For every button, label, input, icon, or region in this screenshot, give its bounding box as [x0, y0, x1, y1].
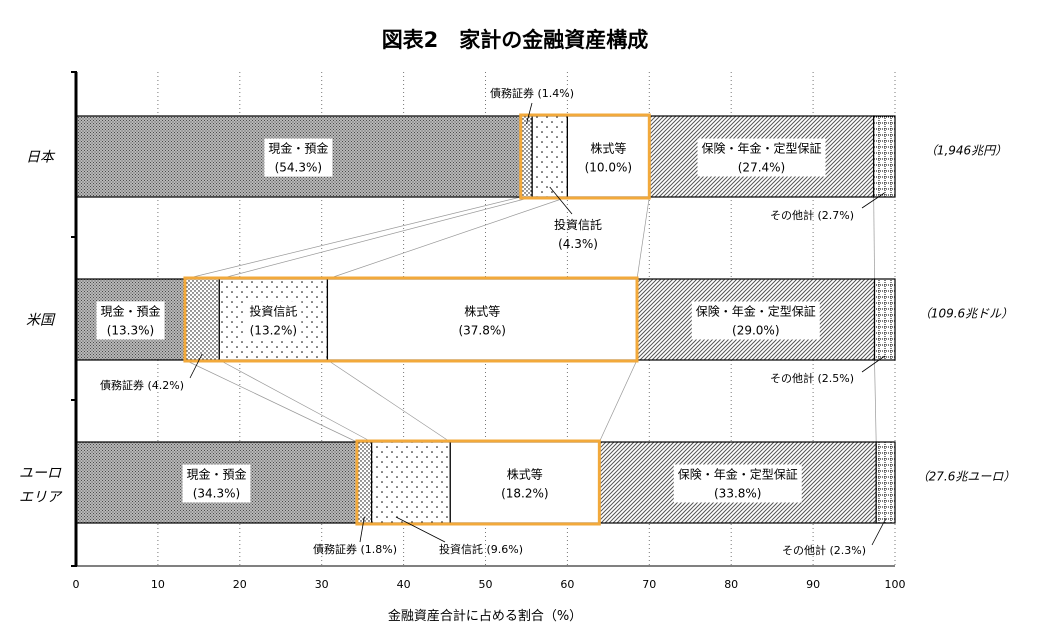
category-label: ユーロ — [19, 466, 62, 482]
data-label: 保険・年金・定型保証 — [678, 467, 798, 482]
label-background — [96, 301, 165, 340]
connector-line — [219, 196, 533, 280]
data-label: その他計 (2.3%) — [782, 543, 866, 557]
category-label: 米国 — [26, 313, 56, 329]
bar-segment — [873, 278, 896, 361]
data-label: 保険・年金・定型保証 — [696, 304, 816, 319]
bar-segment — [566, 115, 650, 198]
connector-line — [219, 359, 372, 443]
bar-segment — [875, 441, 896, 524]
connector-lines — [184, 196, 877, 443]
x-tick-label: 60 — [560, 578, 574, 591]
label-background — [691, 301, 820, 340]
data-label: (27.4%) — [738, 161, 785, 175]
data-label: 債務証券 (1.8%) — [313, 542, 397, 556]
leader-line — [526, 102, 533, 125]
leader-line — [189, 353, 203, 379]
x-tick-label: 70 — [642, 578, 656, 591]
x-axis-label: 金融資産合計に占める割合（%） — [388, 608, 582, 624]
total-label: （109.6兆ドル） — [919, 307, 1013, 321]
data-label: 現金・預金 — [268, 141, 328, 156]
x-tick-label: 100 — [885, 578, 906, 591]
segment-labels: 現金・預金 (54.3%) 株式等 (10.0%) 保険・年金・定型保証 (27.4%) 現… — [96, 86, 886, 557]
bar-segment — [326, 278, 638, 361]
label-background — [697, 138, 826, 177]
bar-segment — [184, 278, 220, 361]
bar-segment — [873, 115, 896, 198]
data-label: 債務証券 (4.2%) — [100, 378, 184, 392]
leader-line — [871, 518, 886, 546]
connector-line — [873, 196, 875, 280]
bar-segment — [531, 115, 568, 198]
leader-line — [861, 355, 885, 373]
chart-title: 図表2 家計の金融資産構成 — [382, 28, 649, 52]
x-axis-ticks: 0 10 20 30 40 50 60 70 80 90 100 — [73, 578, 906, 591]
data-label: (13.2%) — [250, 324, 297, 338]
data-label: 投資信託 — [554, 217, 602, 232]
bar-segment — [520, 115, 533, 198]
leader-line — [861, 192, 885, 209]
connector-line — [636, 196, 650, 280]
x-tick-label: 0 — [73, 578, 80, 591]
connector-line — [184, 359, 358, 443]
label-background — [182, 464, 251, 503]
bars — [75, 115, 896, 524]
highlight-box — [519, 113, 651, 200]
x-tick-label: 80 — [724, 578, 738, 591]
data-label: (29.0%) — [732, 324, 779, 338]
x-tick-label: 40 — [397, 578, 411, 591]
x-tick-label: 10 — [151, 578, 165, 591]
data-label: 現金・預金 — [100, 304, 160, 319]
x-tick-label: 90 — [806, 578, 820, 591]
bar-segment — [371, 441, 451, 524]
data-label: 保険・年金・定型保証 — [701, 141, 821, 156]
connector-line — [184, 196, 521, 280]
leader-line — [359, 516, 365, 543]
data-label: (10.0%) — [585, 161, 632, 175]
highlight-boxes — [183, 113, 651, 526]
connector-line — [327, 196, 568, 280]
data-label: 投資信託 (9.6%) — [439, 542, 523, 556]
data-label: 株式等 — [507, 467, 543, 482]
total-label: （1,946兆円） — [925, 144, 1007, 158]
label-background — [264, 138, 333, 177]
x-tick-label: 30 — [315, 578, 329, 591]
highlight-box — [355, 439, 601, 526]
data-label: (18.2%) — [501, 487, 548, 501]
data-label: その他計 (2.7%) — [770, 208, 854, 222]
data-label: (54.3%) — [275, 161, 322, 175]
data-label: 投資信託 — [249, 304, 297, 319]
data-label: (34.3%) — [193, 487, 240, 501]
data-label: (4.3%) — [558, 237, 598, 251]
data-label: 株式等 — [590, 141, 626, 156]
bar-group — [75, 278, 896, 361]
data-label: その他計 (2.5%) — [770, 371, 854, 385]
data-label: (13.3%) — [107, 324, 154, 338]
bar-segment — [449, 441, 600, 524]
category-label: エリア — [19, 490, 63, 506]
bar-segment — [356, 441, 373, 524]
data-label: (33.8%) — [714, 487, 761, 501]
label-background — [245, 301, 302, 340]
leader-line — [395, 516, 446, 543]
category-label: 日本 — [26, 150, 56, 166]
axes — [71, 71, 895, 567]
total-label: （27.6兆ユーロ） — [917, 470, 1016, 484]
connector-line — [599, 359, 638, 443]
connector-line — [327, 359, 451, 443]
data-label: 株式等 — [464, 304, 500, 319]
x-tick-label: 20 — [233, 578, 247, 591]
total-labels: （1,946兆円） （109.6兆ドル） （27.6兆ユーロ） — [917, 144, 1016, 484]
highlight-box — [183, 276, 639, 363]
data-label: (37.8%) — [458, 324, 505, 338]
leader-line — [549, 186, 573, 215]
bar-segment — [598, 441, 877, 524]
data-label: 債務証券 (1.4%) — [490, 86, 574, 100]
x-tick-label: 50 — [479, 578, 493, 591]
label-background — [673, 464, 802, 503]
connector-line — [874, 359, 877, 443]
data-label: 現金・預金 — [186, 467, 246, 482]
